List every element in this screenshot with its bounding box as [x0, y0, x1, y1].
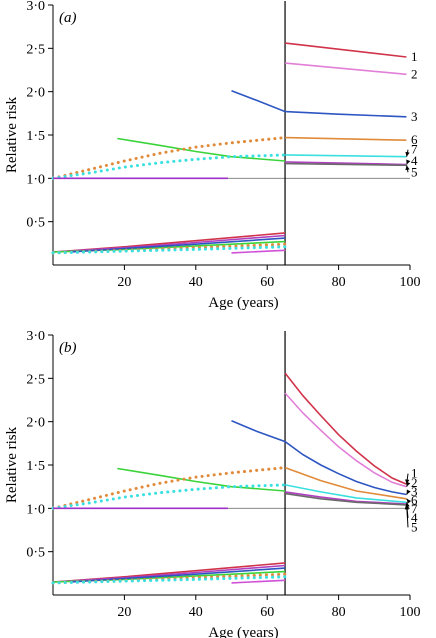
- panel-label: (a): [59, 10, 77, 26]
- y-axis-label: Relative risk: [4, 96, 20, 173]
- x-tick-label: 100: [400, 275, 421, 290]
- series-label-5: 5: [411, 164, 418, 179]
- panel-label: (b): [59, 340, 77, 356]
- arrow-head-1: [405, 479, 410, 485]
- arrow-head-7: [405, 151, 410, 157]
- series-label-3: 3: [411, 109, 418, 124]
- y-tick-label: 0·5: [26, 546, 45, 561]
- y-tick-label: 0·5: [26, 216, 45, 231]
- series-line-unlabeled-16: [51, 575, 287, 585]
- series-line-unlabeled-12: [52, 564, 286, 583]
- series-line-unlabeled-17: [231, 249, 286, 254]
- series-line-1: [284, 372, 407, 485]
- series-line-6: [284, 466, 407, 500]
- y-tick-label: 2·0: [26, 416, 45, 431]
- series-line-unlabeled-7: [117, 467, 286, 492]
- series-line-unlabeled-9: [51, 483, 287, 510]
- series-label-1: 1: [411, 49, 418, 64]
- series-label-1: 1: [411, 466, 418, 481]
- x-tick-label: 20: [117, 275, 131, 290]
- series-label-4: 4: [411, 153, 418, 168]
- series-line-1: [285, 42, 407, 58]
- series-line-4: [284, 491, 407, 505]
- x-tick-label: 100: [400, 605, 421, 620]
- series-line-unlabeled-17: [231, 579, 286, 584]
- series-line-unlabeled-16: [51, 245, 287, 255]
- x-axis-label: Age (years): [208, 625, 278, 638]
- y-tick-label: 3·0: [26, 0, 45, 14]
- series-line-unlabeled-7: [117, 137, 286, 162]
- arrow-head-3: [406, 489, 411, 495]
- y-tick-label: 2·5: [26, 42, 45, 57]
- arrow-head-4: [406, 159, 411, 165]
- arrow-head-5: [405, 165, 410, 171]
- arrow-head-5: [404, 504, 410, 510]
- series-line-2: [285, 62, 407, 76]
- series-line-6: [285, 136, 407, 141]
- y-tick-label: 2·0: [26, 86, 45, 101]
- series-line-3: [231, 420, 407, 496]
- series-line-2: [284, 392, 407, 488]
- y-tick-label: 2·5: [26, 372, 45, 387]
- y-tick-label: 1·0: [26, 502, 45, 517]
- x-tick-label: 40: [189, 605, 203, 620]
- series-line-unlabeled-8: [51, 136, 287, 180]
- series-label-5: 5: [411, 519, 418, 534]
- series-label-7: 7: [411, 142, 418, 157]
- y-axis-label: Relative risk: [4, 426, 20, 503]
- x-tick-label: 60: [260, 605, 274, 620]
- series-label-7: 7: [411, 501, 418, 516]
- x-axis-label: Age (years): [208, 295, 278, 311]
- series-label-2: 2: [411, 475, 418, 490]
- y-tick-label: 3·0: [26, 329, 45, 344]
- chart-panel-1: 0·5 1·0 1·5 2·0 2·5 3·0 20 40 60 80 100 Age (years)…: [4, 0, 421, 311]
- y-tick-label: 1·5: [26, 459, 45, 474]
- series-line-unlabeled-8: [51, 466, 287, 510]
- series-line-unlabeled-9: [51, 153, 287, 180]
- series-label-6: 6: [411, 132, 418, 147]
- x-tick-label: 60: [260, 275, 274, 290]
- series-label-6: 6: [411, 493, 418, 508]
- series-line-5: [285, 162, 407, 167]
- y-tick-label: 1·0: [26, 172, 45, 187]
- series-label-3: 3: [411, 484, 418, 499]
- series-line-unlabeled-12: [52, 234, 286, 253]
- y-tick-label: 1·5: [26, 129, 45, 144]
- series-line-7: [285, 154, 407, 158]
- arrow-head-2: [406, 481, 411, 487]
- series-line-unlabeled-14: [70, 567, 286, 583]
- chart-panel-2: 0·5 1·0 1·5 2·0 2·5 3·0 20 40 60 80 100 Age (years)…: [4, 329, 421, 638]
- series-line-3: [231, 90, 407, 118]
- x-tick-label: 20: [117, 605, 131, 620]
- series-label-2: 2: [411, 66, 418, 81]
- series-line-7: [284, 484, 407, 504]
- x-tick-label: 80: [332, 605, 346, 620]
- series-label-4: 4: [411, 510, 418, 525]
- x-tick-label: 80: [332, 275, 346, 290]
- series-line-unlabeled-14: [70, 237, 286, 253]
- series-line-5: [284, 492, 407, 506]
- series-line-4: [285, 161, 407, 166]
- x-tick-label: 40: [189, 275, 203, 290]
- arrow-head-6: [406, 498, 412, 504]
